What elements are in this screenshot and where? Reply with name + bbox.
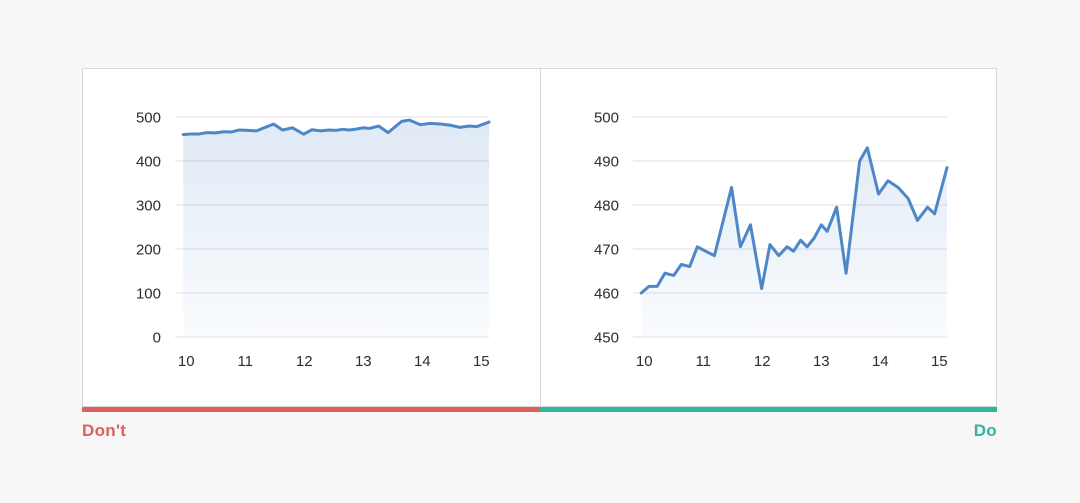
comparison-card: 0 100 200 300 400 500 10 11 12 13 14 15 450 460 470 48… xyxy=(82,68,997,407)
x-tick-label: 14 xyxy=(872,353,889,370)
x-tick-label: 12 xyxy=(296,353,313,370)
y-tick-label: 480 xyxy=(594,198,619,215)
y-tick-label: 470 xyxy=(594,242,619,259)
do-chart: 450 460 470 480 490 500 10 11 12 13 14 15 xyxy=(594,110,949,370)
x-tick-label: 10 xyxy=(636,353,653,370)
panel-divider xyxy=(540,69,541,406)
y-tick-label: 0 xyxy=(153,330,161,347)
y-tick-label: 500 xyxy=(594,110,619,127)
y-tick-label: 500 xyxy=(136,110,161,127)
x-tick-label: 12 xyxy=(754,353,771,370)
y-tick-label: 300 xyxy=(136,198,161,215)
area-fill xyxy=(641,147,947,337)
do-bar xyxy=(540,407,997,412)
y-tick-label: 100 xyxy=(136,286,161,303)
verdict-labels: Don't Do xyxy=(82,420,997,442)
area-fill xyxy=(183,120,489,337)
dont-label: Don't xyxy=(82,421,127,440)
y-tick-label: 490 xyxy=(594,154,619,171)
y-tick-label: 450 xyxy=(594,330,619,347)
y-tick-label: 200 xyxy=(136,242,161,259)
x-tick-label: 15 xyxy=(931,353,948,370)
x-tick-label: 13 xyxy=(813,353,830,370)
dont-bar xyxy=(82,407,540,412)
y-tick-label: 400 xyxy=(136,154,161,171)
x-tick-label: 10 xyxy=(178,353,195,370)
data-line xyxy=(181,118,491,137)
x-tick-label: 15 xyxy=(473,353,490,370)
y-tick-label: 460 xyxy=(594,286,619,303)
do-label: Do xyxy=(973,421,997,440)
x-tick-label: 11 xyxy=(237,353,253,370)
x-tick-label: 14 xyxy=(414,353,431,370)
data-line xyxy=(639,146,949,295)
x-tick-label: 13 xyxy=(355,353,372,370)
dont-chart: 0 100 200 300 400 500 10 11 12 13 14 15 xyxy=(136,110,491,370)
x-tick-label: 11 xyxy=(695,353,711,370)
